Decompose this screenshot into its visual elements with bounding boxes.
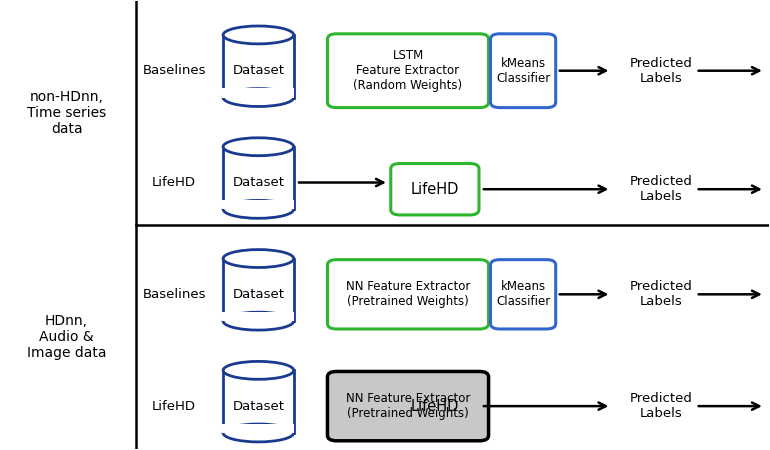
Text: Baselines: Baselines (142, 64, 206, 77)
Text: Predicted
Labels: Predicted Labels (630, 392, 693, 420)
Bar (223, 423, 294, 433)
FancyBboxPatch shape (327, 34, 489, 108)
Text: kMeans
Classifier: kMeans Classifier (496, 280, 551, 308)
Text: LifeHD: LifeHD (152, 400, 196, 413)
Ellipse shape (223, 200, 293, 218)
Text: Predicted
Labels: Predicted Labels (630, 175, 693, 203)
Bar (223, 259, 293, 321)
FancyBboxPatch shape (390, 377, 479, 435)
Text: kMeans
Classifier: kMeans Classifier (496, 57, 551, 85)
Bar (223, 88, 294, 98)
Text: Dataset: Dataset (233, 400, 284, 413)
Ellipse shape (223, 89, 293, 107)
FancyBboxPatch shape (490, 260, 556, 329)
Text: Dataset: Dataset (233, 64, 284, 77)
Ellipse shape (223, 424, 293, 442)
Text: Predicted
Labels: Predicted Labels (630, 280, 693, 308)
Text: LifeHD: LifeHD (410, 399, 459, 414)
Text: LSTM
Feature Extractor
(Random Weights): LSTM Feature Extractor (Random Weights) (353, 49, 463, 92)
Text: LifeHD: LifeHD (410, 182, 459, 197)
FancyBboxPatch shape (327, 260, 489, 329)
Text: NN Feature Extractor
(Pretrained Weights): NN Feature Extractor (Pretrained Weights… (346, 392, 470, 420)
Ellipse shape (223, 26, 293, 44)
Text: Dataset: Dataset (233, 288, 284, 301)
Text: Baselines: Baselines (142, 288, 206, 301)
Ellipse shape (223, 361, 293, 379)
Ellipse shape (223, 138, 293, 156)
Text: non-HDnn,
Time series
data: non-HDnn, Time series data (27, 90, 106, 136)
Text: Predicted
Labels: Predicted Labels (630, 57, 693, 85)
FancyBboxPatch shape (327, 371, 489, 441)
Text: LifeHD: LifeHD (152, 176, 196, 189)
Ellipse shape (223, 250, 293, 267)
Ellipse shape (223, 312, 293, 330)
Bar (223, 370, 293, 433)
FancyBboxPatch shape (490, 34, 556, 108)
Bar (223, 312, 294, 321)
Text: HDnn,
Audio &
Image data: HDnn, Audio & Image data (27, 314, 106, 360)
Text: NN Feature Extractor
(Pretrained Weights): NN Feature Extractor (Pretrained Weights… (346, 280, 470, 308)
Bar (223, 35, 293, 98)
FancyBboxPatch shape (390, 163, 479, 215)
Bar (223, 200, 294, 209)
Bar (223, 147, 293, 209)
Text: Dataset: Dataset (233, 176, 284, 189)
